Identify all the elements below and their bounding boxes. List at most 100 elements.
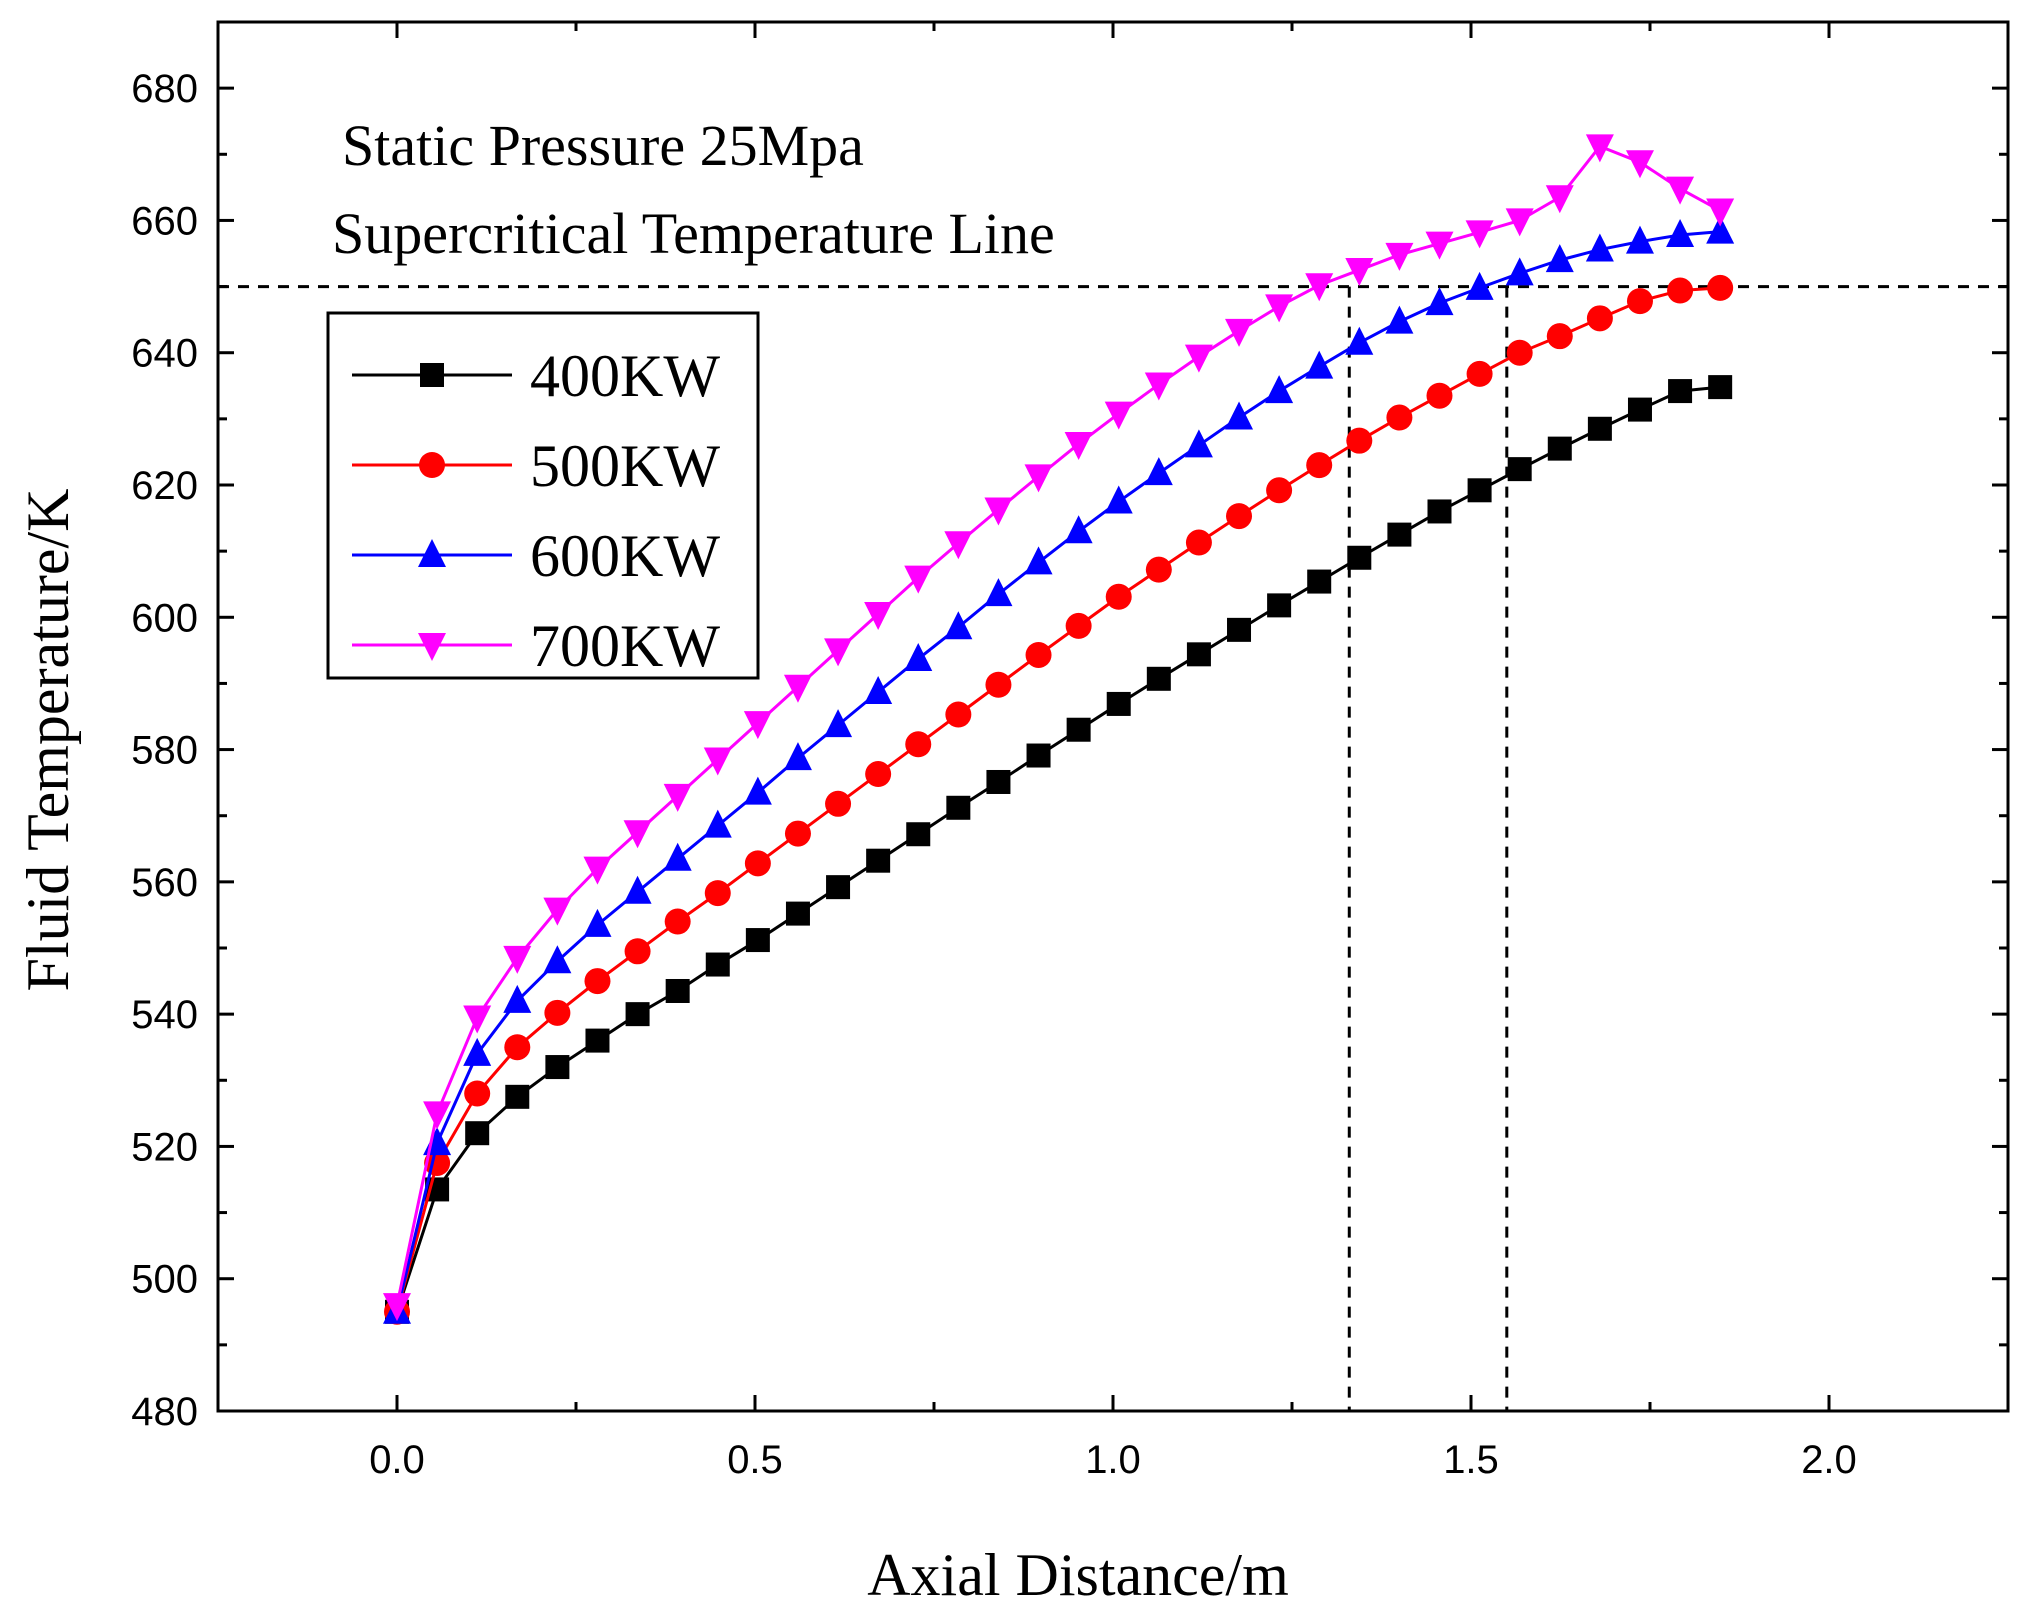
- data-point-400KW: [1547, 436, 1572, 461]
- legend-label: 500KW: [530, 433, 720, 499]
- data-point-500KW: [1306, 452, 1333, 479]
- data-point-600KW: [543, 945, 572, 974]
- data-point-600KW: [623, 875, 652, 904]
- series-layer: [383, 134, 1735, 1325]
- data-point-500KW: [1346, 427, 1373, 454]
- data-point-400KW: [1227, 617, 1252, 642]
- data-point-600KW: [1625, 225, 1654, 254]
- data-point-400KW: [986, 769, 1011, 794]
- data-point-400KW: [1587, 416, 1612, 441]
- data-point-600KW: [904, 642, 933, 671]
- data-point-400KW: [1146, 666, 1171, 691]
- x-tick-label: 1.0: [1085, 1438, 1141, 1482]
- data-point-500KW: [825, 790, 852, 817]
- data-point-600KW: [463, 1037, 492, 1066]
- legend-marker: [420, 363, 444, 387]
- data-point-600KW: [1505, 257, 1534, 286]
- data-point-600KW: [703, 809, 732, 838]
- data-point-500KW: [1707, 274, 1734, 301]
- legend-label: 400KW: [530, 343, 720, 409]
- data-point-500KW: [744, 850, 771, 877]
- series-line-700KW: [395, 144, 1721, 1306]
- y-axis-title: Fluid Temperature/K: [15, 489, 81, 992]
- annotation-pressure: Static Pressure 25Mpa: [342, 113, 864, 178]
- data-point-400KW: [1106, 691, 1131, 716]
- data-point-400KW: [585, 1028, 610, 1053]
- data-point-400KW: [505, 1084, 530, 1109]
- data-point-700KW: [1585, 134, 1614, 163]
- data-point-600KW: [1425, 287, 1454, 316]
- data-point-400KW: [1267, 593, 1292, 618]
- data-point-700KW: [1425, 231, 1454, 260]
- series-line-600KW: [395, 230, 1721, 1313]
- series-line-500KW: [395, 286, 1721, 1313]
- data-point-400KW: [1186, 642, 1211, 667]
- data-point-700KW: [1265, 294, 1294, 323]
- data-point-500KW: [1105, 583, 1132, 610]
- data-point-700KW: [503, 945, 532, 974]
- data-point-700KW: [663, 783, 692, 812]
- x-tick-label: 2.0: [1801, 1438, 1857, 1482]
- data-point-600KW: [1585, 233, 1614, 262]
- data-point-600KW: [1345, 326, 1374, 355]
- reference-lines: [218, 285, 2008, 1411]
- legend-entry-600KW: 600KW: [352, 523, 720, 589]
- data-point-500KW: [985, 671, 1012, 698]
- data-point-400KW: [1347, 545, 1372, 570]
- y-tick-label: 540: [131, 993, 198, 1037]
- y-tick-label: 500: [131, 1258, 198, 1302]
- data-point-600KW: [1064, 515, 1093, 544]
- data-point-500KW: [945, 701, 972, 728]
- data-point-600KW: [423, 1127, 452, 1156]
- annotation-supercritical: Supercritical Temperature Line: [332, 201, 1055, 266]
- data-point-700KW: [1225, 318, 1254, 347]
- data-point-700KW: [1345, 258, 1374, 287]
- data-point-700KW: [1385, 242, 1414, 271]
- data-point-600KW: [1666, 218, 1695, 247]
- data-point-400KW: [826, 875, 851, 900]
- legend-marker: [418, 539, 446, 567]
- data-point-600KW: [1225, 401, 1254, 430]
- data-point-500KW: [1185, 529, 1212, 556]
- data-point-600KW: [1024, 546, 1053, 575]
- data-point-500KW: [1546, 323, 1573, 350]
- data-point-700KW: [984, 497, 1013, 526]
- data-point-600KW: [663, 842, 692, 871]
- legend-label: 700KW: [530, 613, 720, 679]
- y-tick-label: 480: [131, 1390, 198, 1434]
- data-point-700KW: [743, 711, 772, 740]
- data-point-700KW: [904, 565, 933, 594]
- y-tick-label: 620: [131, 464, 198, 508]
- data-point-600KW: [503, 984, 532, 1013]
- y-tick-label: 640: [131, 332, 198, 376]
- data-point-400KW: [866, 848, 891, 873]
- data-point-400KW: [1668, 379, 1693, 404]
- data-point-400KW: [625, 1002, 650, 1027]
- y-tick-label: 660: [131, 199, 198, 243]
- y-tick-label: 600: [131, 596, 198, 640]
- data-point-400KW: [465, 1121, 490, 1146]
- y-tick-label: 580: [131, 729, 198, 773]
- data-point-700KW: [703, 747, 732, 776]
- data-point-600KW: [743, 776, 772, 805]
- data-point-700KW: [1545, 185, 1574, 214]
- series-700KW: [383, 134, 1735, 1322]
- data-point-600KW: [944, 611, 973, 640]
- data-point-600KW: [1465, 271, 1494, 300]
- data-point-500KW: [1667, 277, 1694, 304]
- data-point-400KW: [906, 822, 931, 847]
- data-point-500KW: [1386, 404, 1413, 431]
- x-tick-label: 1.5: [1443, 1438, 1499, 1482]
- data-point-400KW: [545, 1055, 570, 1080]
- data-point-700KW: [824, 638, 853, 667]
- data-point-500KW: [1466, 360, 1493, 387]
- data-point-600KW: [783, 742, 812, 771]
- data-point-400KW: [1026, 743, 1051, 768]
- data-point-400KW: [1066, 717, 1091, 742]
- data-point-400KW: [1467, 478, 1492, 503]
- legend-label: 600KW: [530, 523, 720, 589]
- data-point-500KW: [704, 880, 731, 907]
- data-point-700KW: [1505, 208, 1534, 237]
- data-point-700KW: [1064, 431, 1093, 460]
